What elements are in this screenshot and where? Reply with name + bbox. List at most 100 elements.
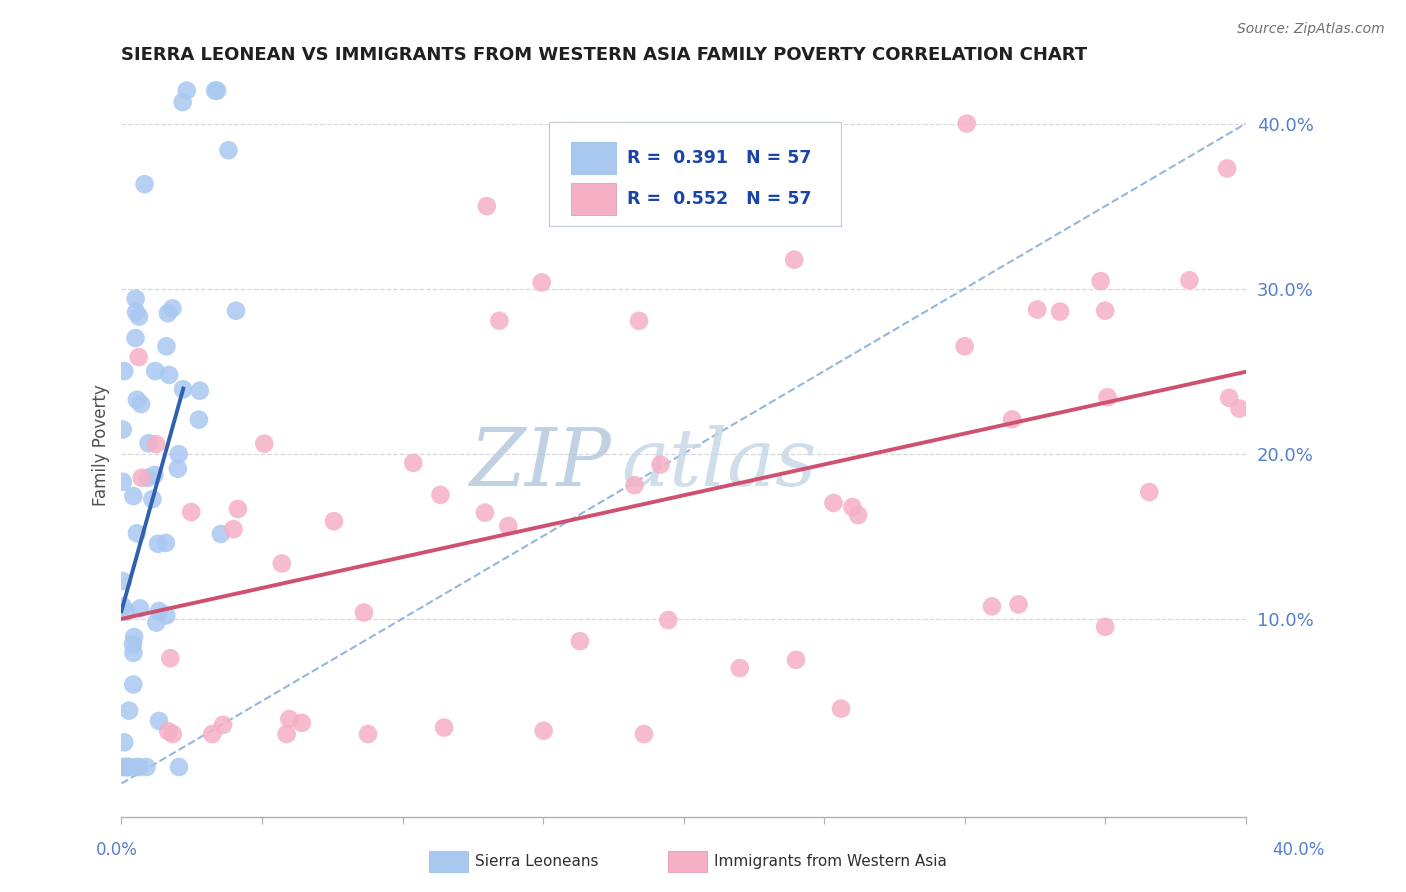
Point (125, 392, 148, 407)
Point (117, 760, 139, 774)
Point (627, 314, 650, 328)
Point (533, 723, 555, 738)
Point (134, 177, 156, 191)
Point (145, 437, 167, 451)
Point (111, 599, 134, 614)
Text: SIERRA LEONEAN VS IMMIGRANTS FROM WESTERN ASIA FAMILY POVERTY CORRELATION CHART: SIERRA LEONEAN VS IMMIGRANTS FROM WESTER… (121, 46, 1088, 64)
Point (176, 84, 198, 98)
Point (118, 704, 141, 718)
Text: ZIP: ZIP (468, 425, 610, 502)
Text: R =  0.391   N = 57: R = 0.391 N = 57 (627, 149, 811, 167)
Point (167, 760, 190, 774)
Point (226, 502, 249, 516)
Point (1094, 620, 1116, 634)
FancyBboxPatch shape (571, 142, 616, 174)
Point (124, 292, 146, 306)
Point (402, 456, 425, 470)
Point (204, 84, 226, 98)
Point (141, 492, 163, 507)
Text: Immigrants from Western Asia: Immigrants from Western Asia (714, 855, 948, 869)
Point (162, 727, 184, 741)
Point (270, 557, 292, 571)
Point (276, 727, 298, 741)
Point (568, 634, 591, 648)
Point (1216, 161, 1239, 176)
Point (143, 364, 166, 378)
Point (122, 630, 145, 644)
Point (145, 615, 167, 630)
Point (128, 310, 150, 324)
Point (728, 661, 751, 675)
Point (217, 143, 239, 157)
Point (125, 760, 148, 774)
FancyBboxPatch shape (548, 122, 841, 227)
Point (115, 605, 138, 619)
Point (956, 117, 979, 131)
Point (498, 519, 520, 533)
Y-axis label: Family Poverty: Family Poverty (93, 384, 110, 506)
Text: atlas: atlas (621, 425, 817, 502)
Point (830, 701, 852, 715)
Point (222, 522, 245, 536)
Point (122, 489, 145, 503)
Point (1218, 391, 1240, 405)
Point (1090, 274, 1112, 288)
Point (180, 505, 202, 519)
Point (172, 382, 194, 396)
Text: Sierra Leoneans: Sierra Leoneans (475, 855, 599, 869)
Point (188, 384, 211, 398)
Point (1001, 412, 1024, 426)
Point (623, 478, 645, 492)
Point (201, 727, 224, 741)
Point (155, 536, 177, 550)
Point (122, 637, 145, 651)
Point (212, 718, 235, 732)
Point (136, 471, 159, 485)
Point (323, 514, 346, 528)
Point (128, 760, 150, 774)
Point (166, 461, 188, 475)
Point (148, 714, 170, 728)
Point (353, 606, 375, 620)
Point (433, 721, 456, 735)
Point (1229, 401, 1251, 416)
Point (156, 306, 179, 320)
Point (1097, 390, 1119, 404)
Point (429, 488, 451, 502)
Point (157, 368, 180, 382)
Point (112, 364, 135, 378)
Point (131, 471, 153, 485)
Point (135, 760, 157, 774)
Point (650, 458, 672, 472)
Point (657, 613, 679, 627)
Point (122, 677, 145, 691)
Point (155, 608, 177, 623)
Point (1137, 485, 1160, 500)
Point (148, 604, 170, 618)
Point (112, 735, 135, 749)
Point (1049, 304, 1071, 318)
Point (953, 339, 976, 353)
Point (159, 651, 181, 665)
Point (129, 601, 152, 615)
Text: Source: ZipAtlas.com: Source: ZipAtlas.com (1237, 22, 1385, 37)
Point (357, 727, 380, 741)
Text: 40.0%: 40.0% (1272, 840, 1324, 858)
Point (1178, 273, 1201, 287)
Point (846, 508, 869, 522)
Point (138, 436, 160, 450)
Point (172, 95, 194, 109)
Text: R =  0.552   N = 57: R = 0.552 N = 57 (627, 190, 811, 208)
Point (981, 599, 1004, 614)
Point (124, 331, 146, 345)
Point (291, 715, 314, 730)
Point (112, 760, 135, 774)
Point (633, 727, 655, 741)
Point (155, 339, 177, 353)
Point (253, 436, 276, 450)
Point (1094, 303, 1116, 318)
Point (125, 526, 148, 541)
Point (205, 84, 228, 98)
Point (111, 423, 134, 437)
Point (1007, 598, 1029, 612)
